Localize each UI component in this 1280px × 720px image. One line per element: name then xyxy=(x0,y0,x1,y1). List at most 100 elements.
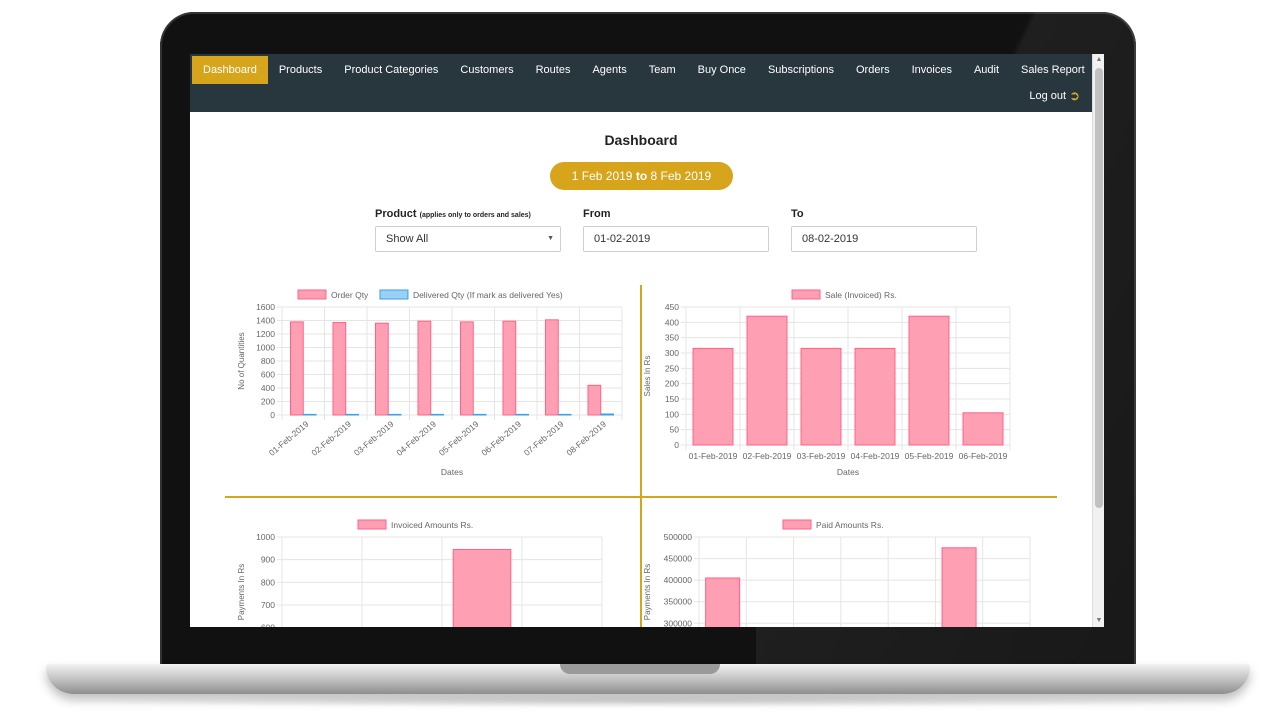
y-tick-label: 100 xyxy=(665,409,679,419)
y-tick-label: 1200 xyxy=(256,329,275,339)
bar-primary xyxy=(692,347,734,446)
chart-sales: Sale (Invoiced) Rs. 0 50 100 150 200 250 300 350… xyxy=(643,286,1050,486)
bar-primary xyxy=(417,320,432,416)
nav-item-audit[interactable]: Audit xyxy=(973,64,1000,76)
bar-primary xyxy=(460,321,474,416)
legend-label: Order Qty xyxy=(331,290,369,300)
from-label: From xyxy=(583,208,611,220)
nav-menu: Dashboard Products Product Categories Custo… xyxy=(192,56,1096,84)
product-select[interactable]: Show All ▼ xyxy=(375,226,561,252)
y-tick-label: 350 xyxy=(665,333,679,343)
legend-label: Sale (Invoiced) Rs. xyxy=(825,290,897,300)
y-axis-label: Payments In Rs xyxy=(237,564,246,620)
y-tick-label: 1400 xyxy=(256,316,275,326)
bar-secondary xyxy=(557,413,572,416)
x-tick-label: 01-Feb-2019 xyxy=(689,451,738,461)
chart-paid-amounts: Paid Amounts Rs.150000200000250000300000… xyxy=(643,516,1050,627)
to-date-input[interactable]: 08-02-2019 xyxy=(791,226,977,252)
y-tick-label: 1600 xyxy=(256,302,275,312)
nav-item-subscriptions[interactable]: Subscriptions xyxy=(767,64,834,76)
scroll-up-icon[interactable]: ▲ xyxy=(1095,56,1103,63)
legend-label: Paid Amounts Rs. xyxy=(816,520,884,530)
nav-item-agents[interactable]: Agents xyxy=(592,64,627,76)
nav-item-sales-report[interactable]: Sales Report xyxy=(1021,64,1085,76)
y-tick-label: 300 xyxy=(665,348,679,358)
legend-swatch xyxy=(357,519,387,530)
legend-label: Delivered Qty (If mark as delivered Yes) xyxy=(413,290,563,300)
top-navbar: Dashboard Products Product Categories Custo… xyxy=(190,54,1092,112)
y-tick-label: 400 xyxy=(665,317,679,327)
product-label-note: (applies only to orders and sales) xyxy=(419,212,531,219)
bar-secondary xyxy=(515,413,529,416)
nav-item-invoices[interactable]: Invoices xyxy=(911,64,952,76)
chart-divider-vertical xyxy=(640,285,642,627)
product-select-value: Show All xyxy=(386,233,429,245)
x-tick-label: 03-Feb-2019 xyxy=(352,419,396,458)
chart-divider-horizontal xyxy=(225,496,1057,498)
nav-item-product-categories[interactable]: Product Categories xyxy=(344,64,439,76)
bar-primary xyxy=(746,315,788,446)
bar-secondary xyxy=(302,413,317,416)
chevron-down-icon: ▼ xyxy=(547,235,554,242)
nav-item-dashboard[interactable]: Dashboard xyxy=(192,56,268,84)
y-axis-label: Payments In Rs xyxy=(643,564,652,620)
date-range-to: 8 Feb 2019 xyxy=(650,169,712,183)
x-tick-label: 02-Feb-2019 xyxy=(743,451,792,461)
logout-link[interactable]: Log out ➲ xyxy=(1029,88,1080,103)
browser-viewport: Dashboard Products Product Categories Custo… xyxy=(190,54,1104,627)
legend-swatch xyxy=(791,289,821,300)
x-tick-label: 04-Feb-2019 xyxy=(851,451,900,461)
from-date-value: 01-02-2019 xyxy=(594,233,651,245)
y-tick-label: 600 xyxy=(261,370,275,380)
vertical-scrollbar[interactable]: ▲ ▼ xyxy=(1092,54,1104,627)
nav-item-orders[interactable]: Orders xyxy=(855,64,890,76)
y-tick-label: 450 xyxy=(665,302,679,312)
legend-label: Invoiced Amounts Rs. xyxy=(391,520,473,530)
from-date-input[interactable]: 01-02-2019 xyxy=(583,226,769,252)
laptop-shadow xyxy=(40,694,1256,708)
bar-primary xyxy=(908,315,950,446)
bar-primary xyxy=(705,577,741,627)
bar-secondary xyxy=(600,413,614,416)
bar-secondary xyxy=(472,413,487,416)
x-tick-label: 05-Feb-2019 xyxy=(437,419,481,458)
bar-primary xyxy=(941,547,977,627)
bar-secondary xyxy=(345,413,359,416)
x-tick-label: 02-Feb-2019 xyxy=(309,419,353,458)
bar-primary xyxy=(332,322,347,416)
nav-item-team[interactable]: Team xyxy=(648,64,676,76)
product-filter-label: Product (applies only to orders and sale… xyxy=(375,208,531,220)
nav-item-customers[interactable]: Customers xyxy=(460,64,514,76)
legend-swatch xyxy=(379,289,409,300)
scroll-thumb[interactable] xyxy=(1095,68,1103,508)
x-tick-label: 03-Feb-2019 xyxy=(797,451,846,461)
y-tick-label: 150 xyxy=(665,394,679,404)
y-tick-label: 0 xyxy=(674,440,679,450)
sign-out-icon: ➲ xyxy=(1069,88,1080,103)
y-tick-label: 600 xyxy=(261,623,275,627)
x-tick-label: 06-Feb-2019 xyxy=(479,419,523,458)
y-tick-label: 1000 xyxy=(256,343,275,353)
y-tick-label: 500000 xyxy=(664,532,693,542)
legend-swatch xyxy=(297,289,327,300)
product-label-text: Product xyxy=(375,208,417,220)
y-tick-label: 450000 xyxy=(664,554,693,564)
nav-item-routes[interactable]: Routes xyxy=(535,64,571,76)
x-tick-label: 05-Feb-2019 xyxy=(905,451,954,461)
nav-item-buy-once[interactable]: Buy Once xyxy=(697,64,746,76)
y-axis-label: No of Quantities xyxy=(237,332,246,389)
nav-item-products[interactable]: Products xyxy=(278,64,323,76)
y-tick-label: 350000 xyxy=(664,597,693,607)
date-range-badge[interactable]: 1 Feb 2019 to 8 Feb 2019 xyxy=(550,162,733,190)
y-tick-label: 1000 xyxy=(256,532,275,542)
x-tick-label: 04-Feb-2019 xyxy=(394,419,438,458)
x-tick-label: 01-Feb-2019 xyxy=(267,419,311,458)
y-axis-label: Sales In Rs xyxy=(643,356,652,397)
y-tick-label: 700 xyxy=(261,600,275,610)
date-range-from: 1 Feb 2019 xyxy=(571,169,633,183)
y-tick-label: 200 xyxy=(665,379,679,389)
bar-primary xyxy=(800,347,842,446)
bar-primary xyxy=(290,321,304,416)
to-label: To xyxy=(791,208,804,220)
scroll-down-icon[interactable]: ▼ xyxy=(1095,617,1103,624)
